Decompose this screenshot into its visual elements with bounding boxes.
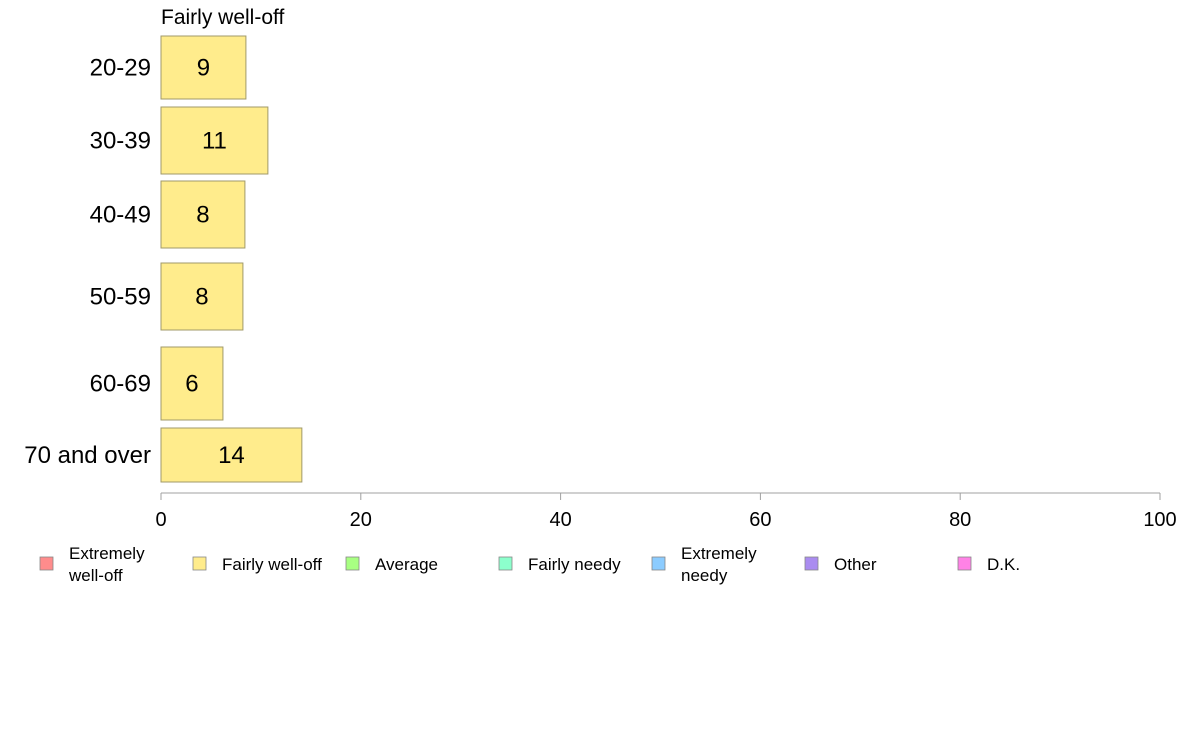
bar-20-29 — [160, 35, 247, 100]
category-label: 60-69 — [90, 371, 151, 398]
x-tick-label: 80 — [949, 509, 971, 531]
x-tick-label: 100 — [1143, 509, 1176, 531]
legend-label: Extremely needy — [681, 544, 757, 585]
legend-swatch — [39, 556, 54, 571]
legend-label: Fairly well-off — [222, 555, 322, 574]
bar-value-label: 8 — [195, 284, 208, 311]
bar-70-and-over — [160, 427, 303, 483]
bar-value-label: 8 — [196, 202, 209, 229]
bar-value-label: 9 — [197, 55, 210, 82]
legend-label: D.K. — [987, 555, 1020, 574]
bar-30-39 — [160, 106, 269, 175]
legend-swatch — [498, 556, 513, 571]
bar-value-label: 6 — [185, 371, 198, 398]
chart-title: Fairly well-off — [161, 6, 284, 29]
legend-label: Other — [834, 555, 877, 574]
category-label: 70 and over — [24, 442, 151, 469]
category-label: 40-49 — [90, 202, 151, 229]
legend-swatch — [957, 556, 972, 571]
legend-label: Average — [375, 555, 438, 574]
bars-layer: 9 20-29 11 30-39 8 40-49 8 50-59 6 60-69 14 70 and … — [24, 35, 303, 483]
x-tick-label: 20 — [350, 509, 372, 531]
bar-value-label: 11 — [202, 128, 227, 155]
legend-label: Fairly needy — [528, 555, 621, 574]
legend-swatch — [192, 556, 207, 571]
legend-label: Extremely well-off — [68, 544, 145, 585]
category-label: 20-29 — [90, 55, 151, 82]
x-tick-label: 0 — [155, 509, 166, 531]
category-label: 50-59 — [90, 284, 151, 311]
bar-60-69 — [160, 346, 224, 421]
legend: Extremely well-off Fairly well-off Average F… — [39, 544, 1020, 585]
bar-value-label: 14 — [218, 442, 245, 469]
legend-swatch — [651, 556, 666, 571]
legend-swatch — [804, 556, 819, 571]
x-axis: 0 20 40 60 80 100 — [155, 492, 1177, 531]
bar-50-59 — [160, 262, 244, 331]
x-tick-label: 60 — [749, 509, 771, 531]
legend-swatch — [345, 556, 360, 571]
x-tick-label: 40 — [549, 509, 571, 531]
bar-40-49 — [160, 180, 246, 249]
category-label: 30-39 — [90, 128, 151, 155]
